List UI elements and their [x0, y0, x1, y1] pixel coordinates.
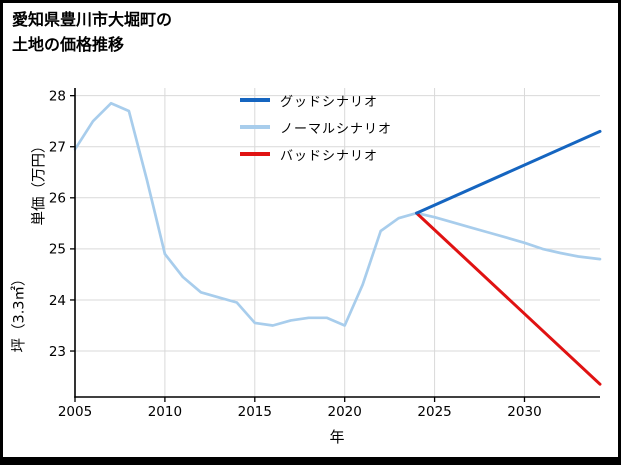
y-tick-label: 24	[49, 293, 66, 309]
legend-line-bad-scenario	[240, 152, 270, 156]
x-tick-label: 2010	[148, 404, 182, 420]
y-axis-label-line2: 単価（万円）	[31, 138, 48, 226]
chart-title-line2: 土地の価格推移	[12, 34, 125, 54]
legend-label-bad-scenario: バッドシナリオ	[280, 148, 379, 164]
chart-title-line1: 愛知県豊川市大堀町の	[12, 10, 173, 29]
x-tick-label: 2025	[417, 404, 451, 420]
y-axis-label-line1: 坪（3.3㎡）	[11, 271, 28, 353]
chart-title: 愛知県豊川市大堀町の 土地の価格推移	[12, 8, 172, 58]
y-tick-label: 25	[49, 242, 66, 258]
legend-label-normal-scenario: ノーマルシナリオ	[280, 121, 393, 137]
legend-line-normal-scenario	[240, 125, 270, 129]
series-line	[415, 211, 602, 386]
y-tick-label: 28	[49, 88, 66, 104]
series-line	[415, 129, 602, 215]
legend-line-good-scenario	[240, 98, 270, 102]
y-tick-label: 23	[49, 344, 66, 360]
y-tick-label: 27	[49, 140, 66, 156]
x-tick-label: 2030	[507, 404, 541, 420]
legend-label-good-scenario: グッドシナリオ	[280, 94, 379, 110]
x-tick-label: 2020	[328, 404, 362, 420]
x-tick-label: 2005	[58, 404, 92, 420]
legend-item-normal-scenario: ノーマルシナリオ	[240, 118, 393, 137]
x-tick-label: 2015	[238, 404, 272, 420]
legend: グッドシナリオ ノーマルシナリオ バッドシナリオ	[240, 91, 393, 164]
legend-item-bad-scenario: バッドシナリオ	[240, 145, 392, 164]
plot-area: 2005 2010 2015 2020 2025 2030 23 24 25 26 27 28	[49, 88, 602, 420]
x-axis-label: 年	[329, 428, 345, 446]
legend-item-good-scenario: グッドシナリオ	[240, 91, 392, 110]
y-tick-label: 26	[49, 191, 66, 207]
series-line	[73, 101, 602, 327]
